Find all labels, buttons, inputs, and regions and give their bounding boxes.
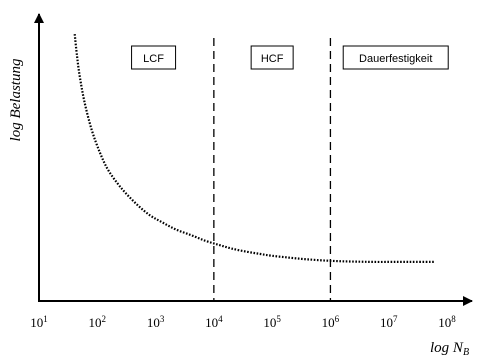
region-label-lcf: LCF: [131, 45, 177, 70]
x-tick-label: 104: [205, 314, 223, 330]
x-axis-label-sub: B: [463, 347, 469, 358]
region-labels: LCF HCF Dauerfestigkeit: [131, 45, 449, 70]
region-label-hcf: HCF: [250, 45, 294, 70]
x-axis-label-main: log N: [430, 340, 464, 356]
x-tick-label: 101: [30, 314, 48, 330]
series-group: [73, 33, 435, 264]
region-box: [131, 45, 177, 70]
x-tick-label: 103: [147, 314, 165, 330]
regime-boundaries: [213, 38, 332, 301]
x-tick-labels: 101 102 103 104 105 106 107 108: [30, 314, 456, 330]
x-tick-label: 102: [89, 314, 107, 330]
region-label-text: LCF: [143, 53, 164, 65]
x-tick-label: 105: [263, 314, 281, 330]
x-tick-label: 108: [438, 314, 456, 330]
region-label-text: HCF: [261, 53, 284, 65]
y-axis-label: log Belastung: [8, 58, 24, 141]
region-label-text: Dauerfestigkeit: [359, 53, 432, 65]
x-tick-label: 106: [322, 314, 340, 330]
region-box: [342, 45, 449, 70]
x-tick-label: 107: [380, 314, 398, 330]
series-line-1: [73, 33, 435, 264]
region-label-dauerfestigkeit: Dauerfestigkeit: [342, 45, 449, 70]
region-box: [250, 45, 294, 70]
x-axis-label: log NB: [430, 340, 469, 358]
